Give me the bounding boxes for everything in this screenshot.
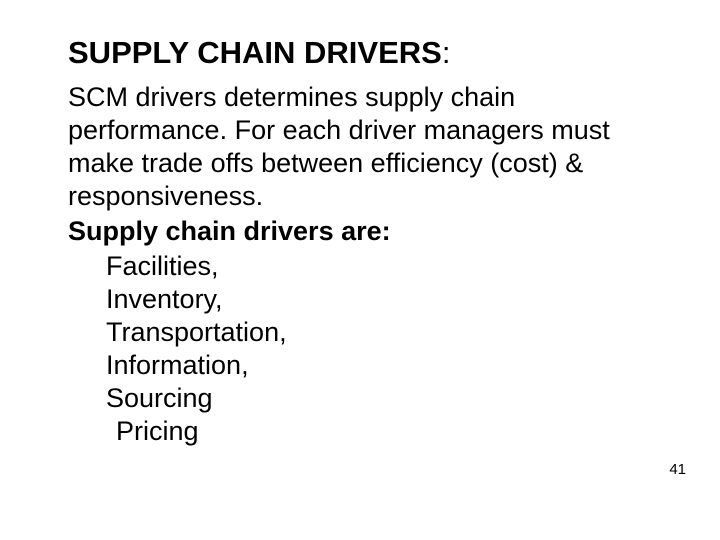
- driver-list: Facilities, Inventory, Transportation, I…: [68, 250, 660, 448]
- list-item: Information,: [106, 349, 660, 382]
- title-text: SUPPLY CHAIN DRIVERS: [68, 35, 442, 70]
- intro-paragraph: SCM drivers determines supply chain perf…: [68, 81, 660, 213]
- list-item: Facilities,: [106, 250, 660, 283]
- list-item: Sourcing: [106, 382, 660, 415]
- slide: SUPPLY CHAIN DRIVERS: SCM drivers determ…: [0, 0, 720, 540]
- slide-body: SCM drivers determines supply chain perf…: [68, 81, 660, 447]
- page-number: 41: [669, 461, 686, 478]
- list-item: Pricing: [106, 415, 660, 448]
- subheading: Supply chain drivers are:: [68, 215, 660, 248]
- list-item: Inventory,: [106, 283, 660, 316]
- title-colon: :: [442, 35, 451, 70]
- list-item: Transportation,: [106, 316, 660, 349]
- slide-title: SUPPLY CHAIN DRIVERS:: [68, 34, 660, 71]
